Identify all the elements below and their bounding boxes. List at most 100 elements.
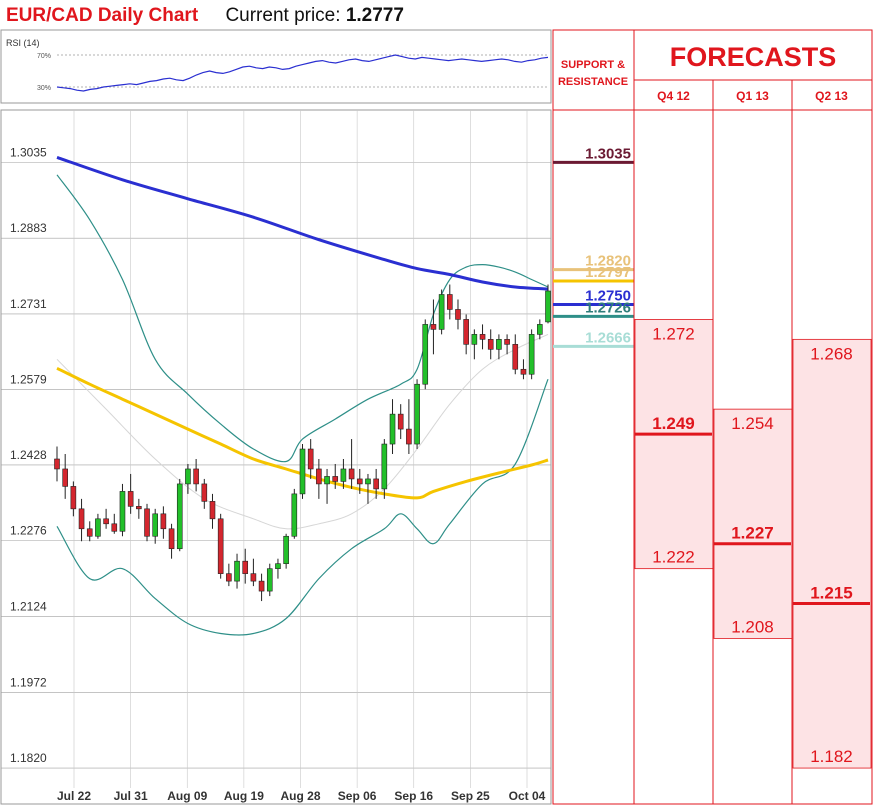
bollinger-upper-band bbox=[56, 174, 549, 463]
candle-body bbox=[217, 518, 224, 574]
candle-body bbox=[111, 523, 118, 532]
pair-name: EUR/CAD Daily Chart bbox=[6, 5, 199, 26]
candle bbox=[144, 503, 150, 542]
candle bbox=[504, 334, 510, 355]
sr-level-label: 1.2797 bbox=[585, 264, 631, 281]
candle bbox=[168, 523, 175, 559]
candle bbox=[479, 324, 486, 350]
candle bbox=[176, 478, 183, 552]
candle-body bbox=[283, 535, 289, 564]
candle bbox=[193, 458, 199, 492]
candle-body bbox=[209, 501, 216, 520]
candle bbox=[275, 558, 281, 579]
rsi-level-label: 70% bbox=[37, 53, 51, 60]
candle bbox=[62, 454, 68, 499]
candle-body bbox=[266, 568, 273, 592]
candle bbox=[119, 483, 126, 537]
candle bbox=[70, 481, 77, 517]
candle-body bbox=[545, 290, 551, 323]
candle bbox=[242, 548, 249, 584]
forecast-low-label: 1.208 bbox=[731, 617, 774, 636]
candle-body bbox=[307, 448, 314, 470]
sr-title-line1: SUPPORT & bbox=[561, 59, 625, 71]
candle bbox=[307, 439, 314, 479]
forecast-range-box bbox=[634, 319, 714, 570]
forecast-range-box bbox=[792, 338, 872, 769]
candle-body bbox=[496, 339, 502, 350]
candle-body bbox=[504, 339, 510, 345]
candle-body bbox=[463, 319, 469, 345]
y-tick-label: 1.2579 bbox=[10, 373, 47, 387]
y-tick-label: 1.1972 bbox=[10, 675, 47, 689]
candle bbox=[496, 334, 502, 360]
candle bbox=[332, 463, 339, 489]
candle bbox=[455, 299, 461, 330]
sr-level-label: 1.2666 bbox=[585, 329, 631, 346]
candle bbox=[234, 553, 240, 589]
candle bbox=[356, 468, 363, 494]
candle-body bbox=[250, 573, 257, 582]
candle-body bbox=[397, 413, 404, 430]
candle bbox=[520, 359, 527, 380]
candle bbox=[258, 573, 265, 602]
candle bbox=[78, 498, 85, 542]
forecast-low-label: 1.182 bbox=[810, 747, 853, 766]
candle bbox=[487, 329, 494, 360]
candle-body bbox=[487, 339, 494, 350]
candle-body bbox=[422, 324, 429, 385]
candle-body bbox=[152, 513, 158, 537]
y-tick-label: 1.2883 bbox=[10, 221, 47, 235]
candle bbox=[316, 458, 322, 499]
candle bbox=[512, 334, 519, 375]
bollinger-middle-band bbox=[56, 333, 549, 530]
forecast-high-label: 1.272 bbox=[652, 324, 695, 343]
forecast-quarter-label: Q1 13 bbox=[736, 89, 769, 103]
candle-body bbox=[234, 560, 240, 582]
forecast-high-label: 1.268 bbox=[810, 344, 853, 363]
candle-body bbox=[176, 483, 183, 550]
y-tick-label: 1.2276 bbox=[10, 524, 47, 538]
sr-level-label: 1.2726 bbox=[585, 299, 631, 316]
candle-body bbox=[275, 563, 281, 569]
forecasts-panel: FORECASTS Q4 12 1.272 1.249 1.222 Q1 13 1.254… bbox=[633, 29, 873, 805]
candle-body bbox=[471, 334, 478, 345]
x-tick-label: Sep 06 bbox=[338, 789, 377, 803]
x-tick-label: Aug 28 bbox=[280, 789, 320, 803]
rsi-label: RSI (14) bbox=[6, 38, 40, 48]
candle bbox=[463, 314, 469, 355]
candle-body bbox=[537, 324, 543, 335]
forecast-central-label: 1.215 bbox=[810, 584, 853, 603]
candle-body bbox=[520, 368, 527, 375]
candle bbox=[201, 478, 208, 509]
candle-body bbox=[86, 528, 93, 537]
y-tick-label: 1.3035 bbox=[10, 145, 47, 159]
sr-level-label: 1.2820 bbox=[585, 253, 631, 270]
x-tick-label: Jul 22 bbox=[57, 789, 91, 803]
rsi-line bbox=[56, 54, 549, 92]
candle-body bbox=[160, 513, 167, 530]
candle bbox=[185, 463, 191, 494]
candle bbox=[340, 458, 347, 489]
candle-body bbox=[226, 573, 232, 582]
candle bbox=[545, 284, 551, 324]
forecast-high-label: 1.254 bbox=[731, 414, 774, 433]
candle-body bbox=[136, 506, 142, 510]
candle-body bbox=[78, 508, 85, 530]
candle-body bbox=[406, 428, 412, 445]
candle bbox=[54, 446, 60, 482]
x-tick-label: Oct 04 bbox=[509, 789, 546, 803]
candle bbox=[86, 521, 93, 542]
candle bbox=[438, 289, 445, 335]
candle-body bbox=[291, 493, 298, 537]
candle-body bbox=[62, 468, 68, 487]
y-tick-label: 1.2124 bbox=[10, 600, 47, 614]
candle-body bbox=[103, 518, 109, 525]
x-tick-label: Aug 19 bbox=[224, 789, 264, 803]
candle-body bbox=[373, 478, 379, 490]
candle bbox=[414, 379, 420, 450]
candle-body bbox=[119, 491, 126, 532]
candle bbox=[136, 498, 142, 519]
candle-body bbox=[340, 468, 347, 482]
candle-body bbox=[446, 294, 453, 310]
